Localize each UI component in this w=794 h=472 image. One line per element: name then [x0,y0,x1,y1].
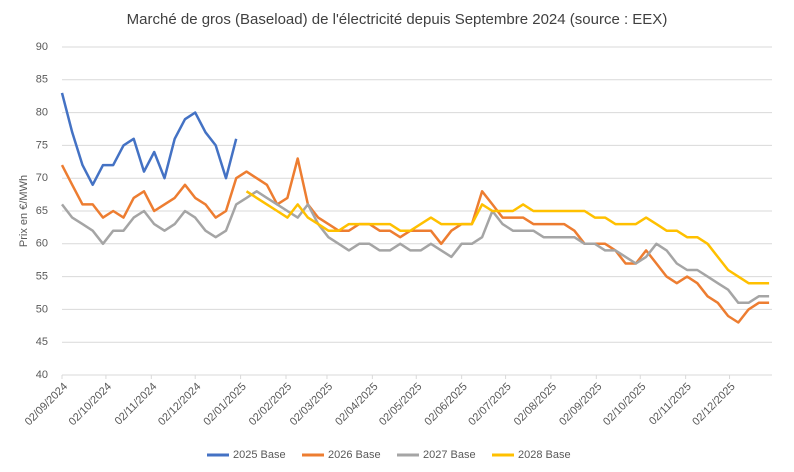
y-tick-label: 40 [36,369,48,381]
y-tick-label: 80 [36,107,48,119]
series-line [245,190,770,285]
x-tick-label: 02/03/2025 [288,381,335,428]
y-tick-label: 75 [36,139,48,151]
x-tick-label: 02/09/2024 [23,381,70,428]
y-tick-label: 50 [36,303,48,315]
series-line [60,157,770,324]
series-line [61,190,770,305]
y-tick-label: 45 [36,336,48,348]
legend-label: 2027 Base [423,449,476,461]
x-tick-label: 02/04/2025 [333,381,380,428]
x-tick-label: 02/10/2024 [67,381,114,428]
x-tick-label: 02/12/2025 [690,381,737,428]
y-tick-label: 85 [36,74,48,86]
x-tick-label: 02/11/2025 [647,381,694,428]
y-tick-label: 55 [36,271,48,283]
x-tick-label: 02/01/2025 [201,381,248,428]
y-axis-label: Prix en €/MWh [18,175,30,247]
x-tick-label: 02/12/2024 [156,381,203,428]
x-tick-label: 02/06/2025 [422,381,469,428]
x-tick-label: 02/10/2025 [601,381,648,428]
chart-title: Marché de gros (Baseload) de l'électrici… [127,11,668,28]
x-tick-label: 02/02/2025 [247,381,294,428]
x-tick-label: 02/05/2025 [377,381,424,428]
y-tick-label: 60 [36,238,48,250]
legend-label: 2025 Base [233,449,286,461]
x-tick-label: 02/09/2025 [557,381,604,428]
x-tick-label: 02/08/2025 [512,381,559,428]
x-tick-label: 02/11/2024 [113,381,160,428]
legend-label: 2026 Base [328,449,381,461]
series-line [60,92,238,187]
y-tick-label: 65 [36,205,48,217]
x-tick-label: 02/07/2025 [466,381,513,428]
y-tick-label: 90 [36,41,48,53]
y-tick-label: 70 [36,172,48,184]
legend-label: 2028 Base [518,449,571,461]
